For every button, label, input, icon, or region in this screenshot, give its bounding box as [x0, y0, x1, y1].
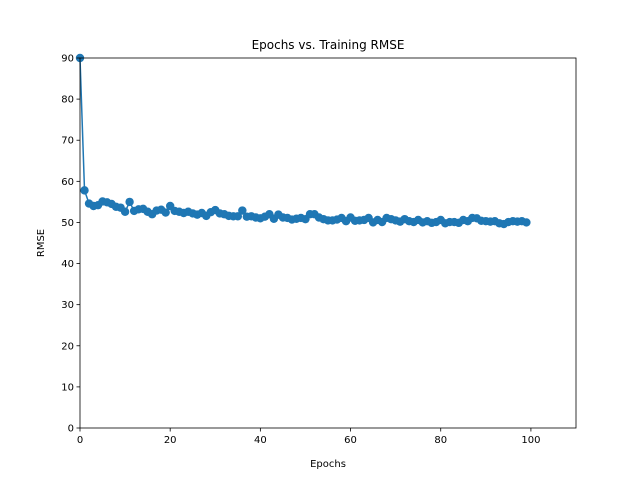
- y-tick-label: 90: [61, 54, 74, 65]
- y-axis-label: RMSE: [36, 229, 47, 257]
- y-tick-label: 50: [61, 218, 74, 229]
- x-axis: 0 20 40 60 80 100: [77, 428, 540, 446]
- plot-frame: [79, 57, 577, 429]
- y-tick-label: 60: [61, 177, 74, 188]
- y-axis: 0 10 20 30 40 50 60 70 80 90: [61, 54, 80, 435]
- y-tick-label: 70: [61, 136, 74, 147]
- x-tick-label: 60: [344, 435, 357, 446]
- data-point: [233, 212, 243, 221]
- y-tick-label: 80: [61, 95, 74, 106]
- data-point: [125, 197, 134, 207]
- chart-title: Epochs vs. Training RMSE: [252, 38, 405, 52]
- x-tick-label: 0: [77, 435, 83, 446]
- data-point: [238, 206, 247, 215]
- y-tick-label: 10: [61, 382, 74, 393]
- y-tick-label: 40: [61, 259, 74, 270]
- data-point: [120, 207, 130, 216]
- y-tick-label: 20: [61, 341, 74, 352]
- data-point: [522, 218, 531, 227]
- x-tick-label: 20: [164, 435, 177, 446]
- y-tick-label: 0: [68, 424, 74, 435]
- x-tick-label: 40: [254, 435, 267, 446]
- data-point: [80, 186, 89, 195]
- x-axis-label: Epochs: [310, 459, 346, 470]
- y-tick-label: 30: [61, 300, 74, 311]
- x-tick-label: 100: [521, 435, 540, 446]
- x-tick-label: 80: [434, 435, 447, 446]
- series-layer: [75, 53, 531, 229]
- data-point: [161, 208, 170, 217]
